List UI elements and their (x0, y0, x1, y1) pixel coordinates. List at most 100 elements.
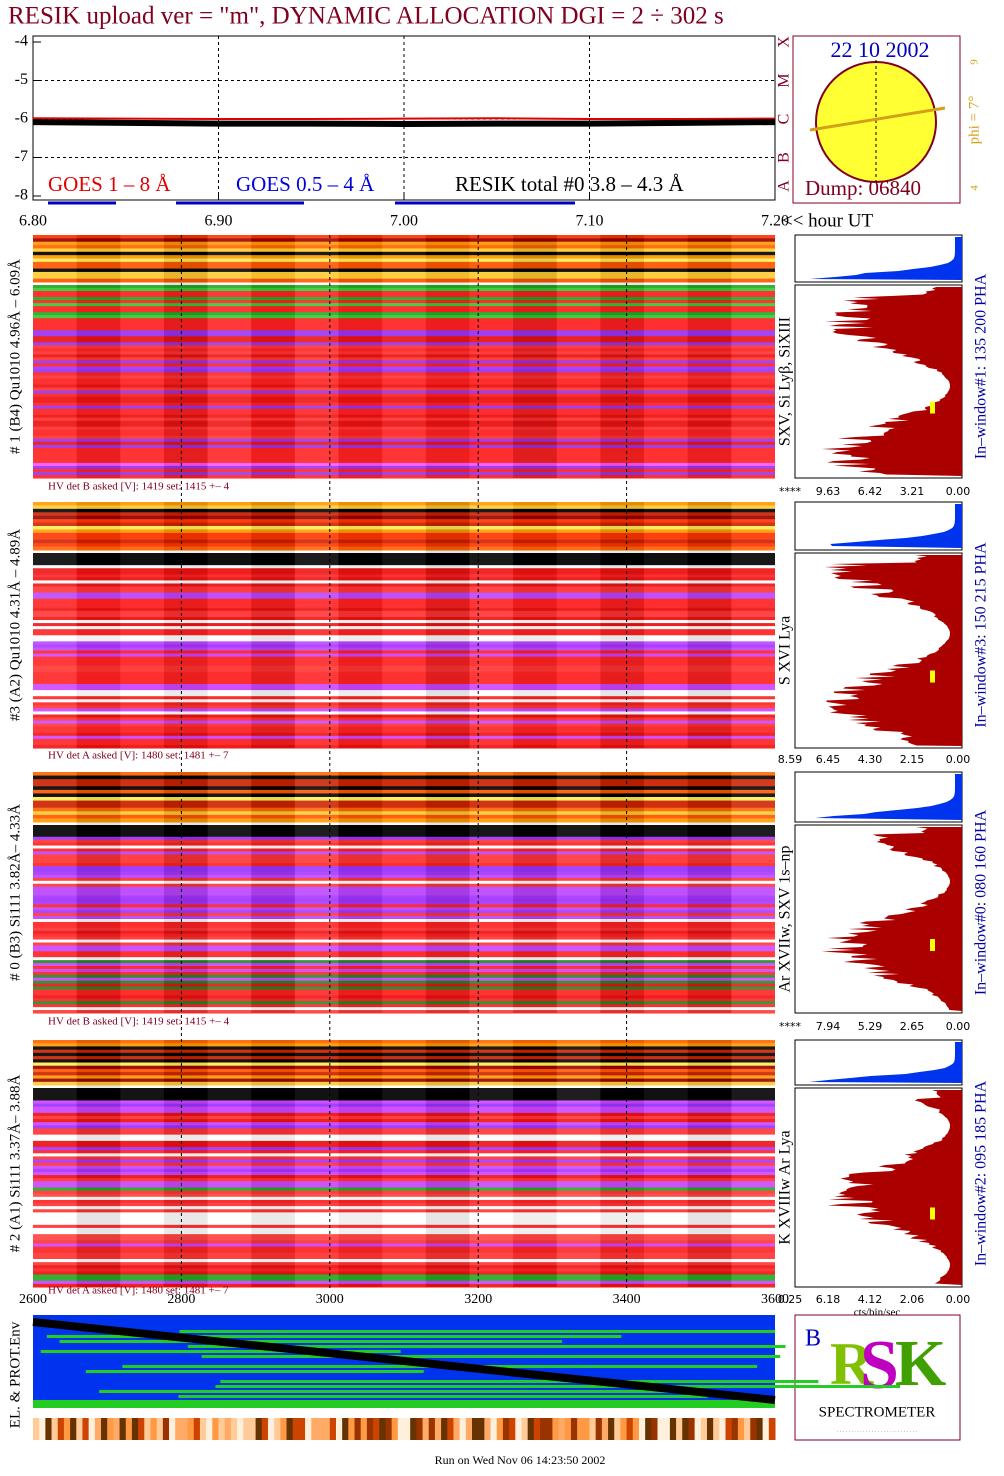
hist-marker (930, 939, 935, 951)
color-strip (657, 1418, 665, 1440)
hist-small (809, 1042, 962, 1083)
color-strip (762, 1418, 770, 1440)
class-label: M (776, 73, 793, 87)
hist-tick-label: **** (779, 485, 802, 498)
color-strip (502, 1418, 510, 1440)
heatmap-row (33, 387, 775, 392)
heatmap-row (33, 235, 775, 239)
heatmap-row (33, 429, 775, 434)
heatmap-row (33, 933, 775, 938)
heatmap-column-shade (731, 502, 775, 748)
heatmap-row (33, 974, 775, 979)
heatmap-row (33, 1052, 775, 1057)
color-strip (39, 1418, 46, 1440)
heatmap-row (33, 471, 775, 476)
y-tick-label: -4 (15, 33, 28, 50)
heatmap-row (33, 565, 775, 569)
heatmap-row (33, 945, 775, 949)
heatmap-row (33, 1193, 775, 1198)
color-strip (645, 1418, 652, 1440)
color-strip (552, 1418, 560, 1440)
hist-tick-label: 7.94 (816, 1020, 841, 1033)
heatmap-row (33, 553, 775, 557)
heatmap-row (33, 732, 775, 737)
heatmap-row (33, 1274, 775, 1279)
heatmap-row (33, 786, 775, 791)
heatmap-column-shade (163, 502, 208, 748)
heatmap-row (33, 1206, 775, 1210)
heatmap-row (33, 444, 775, 449)
heatmap-row (33, 294, 775, 298)
heatmap-column-shade (207, 1040, 252, 1287)
heatmap-row (33, 1072, 775, 1076)
heatmap-column-shade (600, 1040, 645, 1287)
heatmap-row (33, 399, 775, 404)
heatmap-column-shade (644, 502, 688, 748)
env-stripe (179, 1330, 776, 1333)
color-strip (614, 1418, 621, 1440)
color-strip (496, 1418, 504, 1440)
heatmap-row (33, 1004, 775, 1008)
hist-tick-label: 6.45 (816, 753, 841, 766)
heatmap-row (33, 647, 775, 651)
heatmap-row (33, 800, 775, 805)
heatmap-row (33, 441, 775, 446)
heatmap-column-shade (382, 1040, 426, 1287)
heatmap-column-shade (163, 772, 208, 1013)
hist-tick-label: 2.15 (900, 753, 925, 766)
color-strip (570, 1418, 578, 1440)
heatmap-row (33, 702, 775, 706)
heatmap-row (33, 342, 775, 346)
heatmap-row (33, 1168, 775, 1173)
heatmap-column-shade (644, 1040, 688, 1287)
color-strip (509, 1418, 516, 1440)
heatmap-column-shade (33, 235, 77, 478)
heatmap-row (33, 671, 775, 676)
heatmap-row (33, 248, 775, 253)
heatmap-row (33, 851, 775, 855)
heatmap-row (33, 571, 775, 575)
color-strip (577, 1418, 584, 1440)
sun-arrow (809, 106, 946, 132)
heatmap-row (33, 1112, 775, 1117)
heatmap-row (33, 255, 775, 259)
hv-text: HV det B asked [V]: 1419 set: 1415 +– 4 (48, 481, 230, 493)
heatmap-row (33, 1125, 775, 1129)
heatmap-row (33, 288, 775, 292)
heatmap-row (33, 1081, 775, 1086)
color-strip (583, 1418, 590, 1440)
heatmap-row (33, 300, 775, 304)
color-strip (181, 1418, 189, 1440)
heatmap-row (33, 687, 775, 691)
color-strip (335, 1418, 343, 1440)
x-tick-label: 2600 (19, 1292, 47, 1307)
heatmap-column-shade (469, 502, 514, 748)
heatmap-row (33, 863, 775, 867)
heatmap-column-shade (687, 772, 732, 1013)
heatmap-row (33, 1156, 775, 1161)
heatmap-column-shade (76, 1040, 121, 1287)
heatmap-row (33, 869, 775, 873)
legend-entry: GOES 1 – 8 Å (48, 172, 171, 196)
heatmap-row (33, 848, 775, 852)
heatmap-row (33, 726, 775, 731)
legend-entry: RESIK total #0 3.8 – 4.3 Å (455, 172, 684, 196)
x-tick-label: 3600 (761, 1292, 789, 1307)
heatmap-row (33, 635, 775, 639)
heatmap-row (33, 714, 775, 719)
logo-letters: K (895, 1327, 946, 1400)
heatmap-row (33, 1255, 775, 1260)
heatmap-row (33, 830, 775, 835)
heatmap-column-shade (163, 235, 208, 478)
heatmap-row (33, 1043, 775, 1047)
heatmap-row (33, 1088, 775, 1092)
heatmap-row (33, 604, 775, 609)
heatmap-row (33, 1171, 775, 1176)
y-tick-label: -5 (15, 71, 28, 88)
heatmap-row (33, 907, 775, 911)
heatmap-row (33, 580, 775, 584)
heatmap-column-shade (556, 502, 601, 748)
heatmap-row (33, 662, 775, 667)
panel-species-label: SXV, Si Lyβ, SiXIII (777, 317, 794, 446)
color-strip (744, 1418, 751, 1440)
